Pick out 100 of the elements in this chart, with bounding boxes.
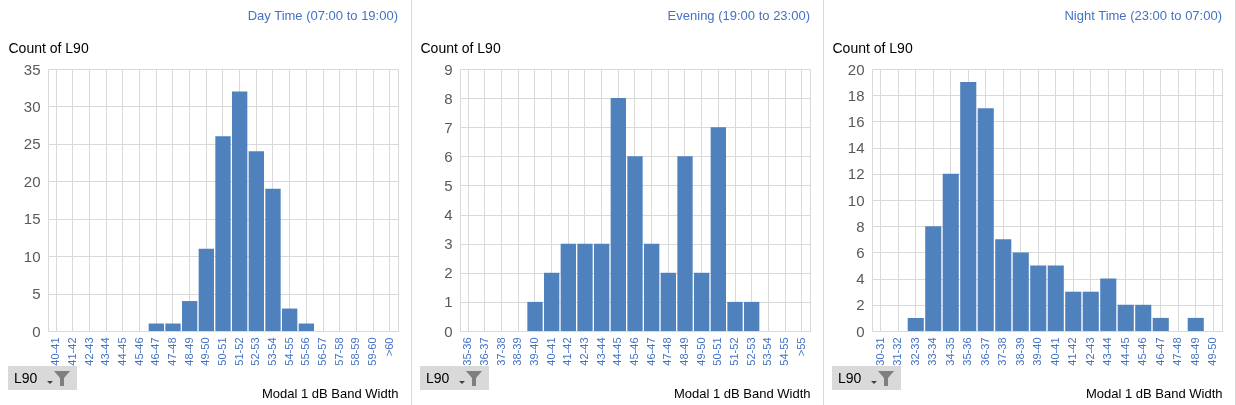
y-axis-title: Count of L90: [832, 39, 913, 56]
y-tick-label: 15: [23, 210, 41, 228]
x-tick-label: 43-44: [1101, 337, 1114, 366]
x-tick-label: 37-38: [996, 337, 1009, 366]
y-tick-label: 9: [444, 60, 453, 78]
x-tick-label: 30-31: [873, 337, 886, 366]
y-tick-label: 35: [23, 60, 41, 78]
y-tick-label: 0: [444, 322, 453, 340]
x-tick-label: 48-49: [678, 337, 690, 366]
x-tick-label: 45-46: [628, 337, 640, 366]
y-tick-label: 4: [856, 270, 865, 288]
x-tick-label: 53-54: [266, 337, 278, 366]
x-tick-label: 37-38: [494, 337, 507, 366]
x-tick-label: 41-42: [561, 337, 574, 366]
chart-title: Evening (19:00 to 23:00): [667, 8, 810, 23]
x-tick-label: 42-43: [1083, 337, 1096, 366]
y-tick-label: 0: [856, 322, 865, 340]
x-tick-label: 49-50: [694, 337, 707, 366]
x-tick-label: >60: [382, 337, 395, 357]
x-tick-label: 52-53: [249, 337, 262, 366]
y-tick-label: 6: [444, 147, 453, 165]
y-tick-label: 2: [444, 264, 453, 282]
x-axis-title: Modal 1 dB Band Width: [261, 385, 399, 401]
bar: [298, 323, 314, 331]
x-tick-label: 51-52: [232, 337, 245, 366]
y-tick-label: 6: [856, 243, 865, 261]
y-tick-label: 8: [444, 89, 453, 107]
y-axis-title: Count of L90: [8, 39, 89, 56]
x-tick-label: 50-51: [216, 337, 228, 366]
x-tick-label: 39-40: [528, 337, 540, 366]
x-tick-label: 47-48: [661, 337, 674, 366]
text: L90: [14, 370, 38, 386]
bar: [1187, 317, 1204, 331]
x-tick-label: 34-35: [943, 337, 956, 366]
y-tick-label: 12: [847, 165, 865, 183]
x-tick-label: 38-39: [511, 337, 524, 366]
bar: [1152, 317, 1169, 331]
x-tick-label: 44-45: [116, 337, 128, 366]
y-tick-label: 25: [23, 135, 41, 153]
y-tick-label: 5: [444, 176, 453, 194]
x-tick-label: 47-48: [166, 337, 178, 366]
x-tick-label: 45-46: [132, 337, 145, 366]
x-tick-label: 40-41: [544, 337, 557, 366]
x-tick-label: 38-39: [1013, 337, 1026, 366]
x-axis-title: Modal 1 dB Band Width: [1085, 385, 1223, 401]
chart-title: Day Time (07:00 to 19:00): [247, 8, 398, 23]
y-tick-label: 18: [847, 86, 865, 104]
x-tick-label: 47-48: [1171, 337, 1184, 366]
x-tick-label: 55-56: [299, 337, 312, 366]
x-tick-label: 42-43: [82, 337, 95, 366]
x-tick-label: 46-47: [149, 337, 162, 366]
y-tick-label: 10: [23, 247, 41, 265]
x-tick-label: 46-47: [644, 337, 657, 366]
x-tick-label: 36-37: [978, 337, 991, 366]
x-tick-label: 36-37: [478, 337, 490, 366]
x-tick-label: 49-50: [199, 337, 212, 366]
x-tick-label: 45-46: [1136, 337, 1149, 366]
y-tick-label: 20: [847, 60, 865, 78]
text: L90: [426, 370, 450, 386]
x-tick-label: 40-41: [1048, 337, 1061, 366]
x-tick-label: 46-47: [1153, 337, 1166, 366]
x-tick-label: 35-36: [461, 337, 474, 366]
x-tick-label: 56-57: [316, 337, 328, 366]
y-tick-label: 7: [444, 118, 453, 136]
x-tick-label: 42-43: [578, 337, 590, 366]
x-tick-label: 57-58: [332, 337, 345, 366]
x-tick-label: 58-59: [349, 337, 362, 366]
y-tick-label: 5: [32, 285, 41, 303]
y-tick-label: 1: [444, 293, 453, 311]
y-tick-label: 2: [856, 296, 865, 314]
x-tick-label: 33-34: [926, 337, 939, 366]
x-tick-label: 41-42: [1066, 337, 1079, 366]
y-tick-label: 20: [23, 172, 41, 190]
y-tick-label: 4: [444, 206, 453, 224]
y-tick-label: 8: [856, 217, 865, 235]
x-tick-label: 49-50: [1206, 337, 1219, 366]
x-tick-label: 54-55: [282, 337, 295, 366]
x-tick-label: 35-36: [961, 337, 974, 366]
y-tick-label: 0: [32, 322, 41, 340]
x-tick-label: 43-44: [99, 337, 112, 366]
x-tick-label: 32-33: [908, 337, 921, 366]
text: L90: [838, 370, 862, 386]
x-tick-label: 48-49: [1188, 337, 1201, 366]
x-tick-label: 54-55: [778, 337, 790, 366]
x-tick-label: 44-45: [611, 337, 624, 366]
y-tick-label: 3: [444, 235, 453, 253]
x-tick-label: 31-32: [891, 337, 904, 366]
y-tick-label: 16: [847, 112, 865, 130]
x-tick-label: >55: [794, 337, 807, 357]
y-tick-label: 14: [847, 139, 865, 157]
x-tick-label: 52-53: [744, 337, 757, 366]
chart-title: Night Time (23:00 to 07:00): [1064, 8, 1222, 23]
x-tick-label: 48-49: [182, 337, 195, 366]
x-tick-label: 41-42: [66, 337, 78, 366]
x-tick-label: 59-60: [366, 337, 378, 366]
x-tick-label: 40-41: [49, 337, 62, 366]
y-tick-label: 10: [847, 191, 865, 209]
x-tick-label: 39-40: [1031, 337, 1044, 366]
x-tick-label: 51-52: [728, 337, 740, 366]
y-axis-title: Count of L90: [420, 39, 501, 56]
